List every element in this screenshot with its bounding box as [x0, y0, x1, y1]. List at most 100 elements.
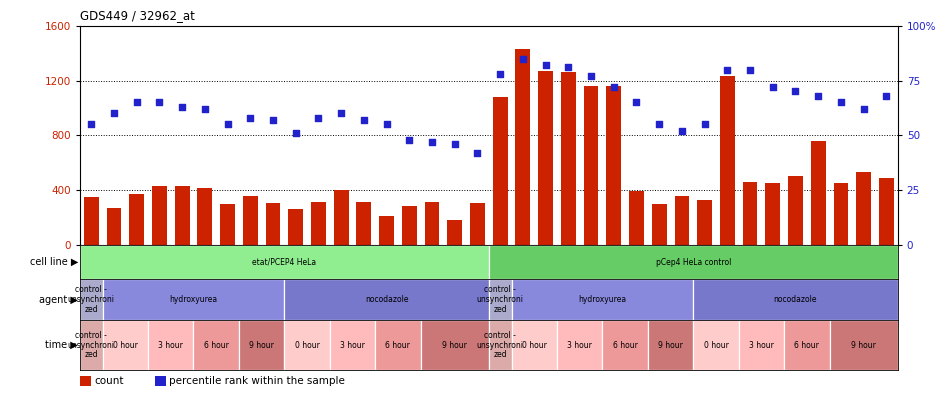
- Bar: [152, 186, 166, 245]
- Point: [606, 84, 621, 90]
- Point: [584, 73, 599, 79]
- Bar: [80, 245, 489, 279]
- Bar: [80, 279, 102, 320]
- Text: etat/PCEP4 HeLa: etat/PCEP4 HeLa: [252, 258, 317, 267]
- Text: count: count: [94, 376, 123, 386]
- Bar: [447, 219, 462, 245]
- Point: [106, 110, 121, 116]
- Bar: [220, 204, 235, 245]
- Text: GDS449 / 32962_at: GDS449 / 32962_at: [80, 9, 195, 22]
- Bar: [556, 320, 603, 370]
- Text: 9 hour: 9 hour: [249, 341, 274, 350]
- Point: [515, 55, 530, 62]
- Bar: [330, 320, 375, 370]
- Bar: [697, 200, 712, 245]
- Bar: [515, 49, 530, 245]
- Text: pCep4 HeLa control: pCep4 HeLa control: [655, 258, 731, 267]
- Bar: [284, 279, 489, 320]
- Bar: [743, 182, 758, 245]
- Bar: [489, 279, 511, 320]
- Text: hydroxyurea: hydroxyurea: [169, 295, 217, 304]
- Point: [561, 64, 576, 70]
- Bar: [356, 202, 371, 245]
- Bar: [829, 320, 898, 370]
- Bar: [149, 320, 194, 370]
- Bar: [239, 320, 285, 370]
- Point: [356, 117, 371, 123]
- Text: control -
unsynchroni
zed: control - unsynchroni zed: [477, 331, 524, 359]
- Bar: [493, 97, 508, 245]
- Bar: [197, 188, 212, 245]
- Text: percentile rank within the sample: percentile rank within the sample: [169, 376, 345, 386]
- Bar: [556, 320, 603, 370]
- Point: [425, 139, 440, 145]
- Point: [379, 121, 394, 128]
- Bar: [603, 320, 648, 370]
- Bar: [603, 320, 648, 370]
- Bar: [694, 320, 739, 370]
- Text: nocodazole: nocodazole: [365, 295, 408, 304]
- Text: agent ▶: agent ▶: [39, 295, 78, 305]
- Bar: [694, 320, 739, 370]
- Text: 3 hour: 3 hour: [567, 341, 592, 350]
- Text: 6 hour: 6 hour: [385, 341, 411, 350]
- Point: [743, 67, 758, 73]
- Bar: [784, 320, 829, 370]
- Point: [810, 93, 825, 99]
- Text: control -
unsynchroni
zed: control - unsynchroni zed: [68, 331, 115, 359]
- Bar: [375, 320, 421, 370]
- Text: 6 hour: 6 hour: [794, 341, 820, 350]
- Bar: [243, 196, 258, 245]
- Text: 9 hour: 9 hour: [852, 341, 876, 350]
- Point: [220, 121, 235, 128]
- Text: 0 hour: 0 hour: [113, 341, 138, 350]
- Point: [720, 67, 735, 73]
- Text: 3 hour: 3 hour: [749, 341, 774, 350]
- Point: [129, 99, 144, 106]
- Bar: [561, 72, 575, 245]
- Point: [834, 99, 849, 106]
- Text: 9 hour: 9 hour: [658, 341, 683, 350]
- Bar: [175, 186, 190, 245]
- Point: [401, 137, 416, 143]
- Point: [697, 121, 713, 128]
- Bar: [489, 245, 898, 279]
- Bar: [284, 279, 489, 320]
- Point: [629, 99, 644, 106]
- Bar: [489, 245, 898, 279]
- Bar: [80, 245, 489, 279]
- Bar: [829, 320, 898, 370]
- Point: [493, 71, 508, 77]
- Text: 3 hour: 3 hour: [340, 341, 365, 350]
- Bar: [149, 320, 194, 370]
- Bar: [788, 176, 803, 245]
- Bar: [675, 196, 689, 245]
- Bar: [425, 202, 439, 245]
- Bar: [102, 320, 149, 370]
- Text: hydroxyurea: hydroxyurea: [578, 295, 626, 304]
- Bar: [106, 208, 121, 245]
- Bar: [266, 203, 280, 245]
- Bar: [334, 190, 349, 245]
- Point: [856, 106, 871, 112]
- Bar: [470, 203, 485, 245]
- Bar: [879, 178, 894, 245]
- Bar: [651, 204, 666, 245]
- Bar: [489, 279, 511, 320]
- Bar: [284, 320, 330, 370]
- Text: 9 hour: 9 hour: [443, 341, 467, 350]
- Point: [175, 104, 190, 110]
- Bar: [102, 279, 285, 320]
- Bar: [720, 76, 735, 245]
- Bar: [584, 86, 599, 245]
- Text: 3 hour: 3 hour: [158, 341, 183, 350]
- Text: nocodazole: nocodazole: [774, 295, 817, 304]
- Bar: [194, 320, 239, 370]
- Bar: [80, 320, 102, 370]
- Bar: [239, 320, 285, 370]
- Bar: [421, 320, 489, 370]
- Point: [334, 110, 349, 116]
- Bar: [694, 279, 898, 320]
- Point: [84, 121, 99, 128]
- Point: [197, 106, 212, 112]
